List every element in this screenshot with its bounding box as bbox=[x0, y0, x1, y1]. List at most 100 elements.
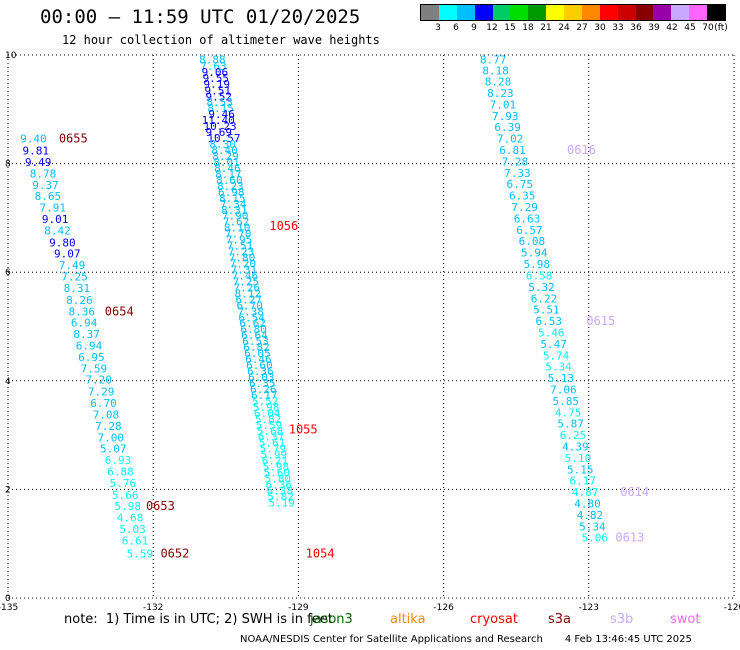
wave-height-value: 9.46 bbox=[208, 108, 235, 121]
wave-height-value: 6.05 bbox=[244, 347, 271, 360]
wave-height-value: 6.22 bbox=[531, 292, 558, 305]
color-swatch bbox=[581, 5, 600, 20]
wave-height-value: 7.33 bbox=[504, 167, 530, 180]
wave-height-value: 5.66 bbox=[112, 489, 139, 502]
color-swatch bbox=[617, 5, 636, 20]
footer: NOAA/NESDIS Center for Satellite Applica… bbox=[240, 634, 714, 645]
wave-height-value: 5.60 bbox=[264, 467, 291, 480]
wave-height-value: 10.57 bbox=[207, 132, 240, 145]
y-tick-label: 0 bbox=[5, 594, 11, 604]
wave-height-value: 7.38 bbox=[237, 305, 264, 318]
wave-height-value: 9.80 bbox=[49, 236, 76, 249]
wave-height-value: 6.64 bbox=[241, 329, 268, 342]
notes-text: note: 1) Time is in UTC; 2) SWH is in fe… bbox=[64, 612, 333, 627]
wave-height-value: 6.37 bbox=[258, 431, 285, 444]
satellite-legend-cryosat: cryosat bbox=[470, 612, 518, 627]
wave-height-value: 10.23 bbox=[204, 120, 237, 133]
wave-height-value: 8.29 bbox=[212, 150, 239, 163]
wave-height-value: 5.52 bbox=[252, 395, 279, 408]
wave-height-value: 6.57 bbox=[516, 224, 543, 237]
wave-height-value: 5.82 bbox=[255, 413, 282, 426]
wave-height-value: 7.34 bbox=[220, 198, 247, 211]
color-swatch bbox=[546, 5, 564, 20]
wave-height-value: 9.06 bbox=[202, 66, 229, 79]
wave-height-value: 4.39 bbox=[562, 441, 589, 454]
color-scale-tick-label: 36 bbox=[630, 23, 642, 33]
wave-height-value: 6.80 bbox=[240, 323, 267, 336]
color-scale-tick-label: 3 bbox=[435, 23, 441, 33]
wave-height-value: 6.03 bbox=[248, 371, 275, 384]
color-scale-labels: 3 6 9 12 15 18 21 24 27 30 33 36 39 42 45 70 (ft) bbox=[420, 21, 728, 35]
wave-height-value: 5.74 bbox=[543, 349, 570, 362]
wave-height-value: 5.15 bbox=[567, 463, 594, 476]
wave-height-value: 6.62 bbox=[239, 317, 265, 330]
wave-height-value: 8.26 bbox=[66, 294, 93, 307]
wave-height-value: 5.76 bbox=[110, 477, 137, 490]
wave-height-value: 8.88 bbox=[199, 53, 226, 66]
wave-height-value: 5.34 bbox=[579, 520, 606, 533]
wave-height-value: 5.19 bbox=[268, 496, 295, 509]
color-scale-tick-label: (ft) bbox=[714, 23, 728, 33]
wave-height-value: 5.98 bbox=[523, 258, 550, 271]
wave-height-value: 8.77 bbox=[480, 53, 507, 66]
wave-height-value: 7.63 bbox=[200, 60, 227, 73]
wave-height-value: 5.06 bbox=[582, 532, 609, 545]
wave-height-value: 7.29 bbox=[511, 201, 538, 214]
wave-height-value: 8.18 bbox=[482, 65, 509, 78]
wave-height-value: 8.37 bbox=[73, 328, 100, 341]
wave-height-value: 6.75 bbox=[507, 178, 534, 191]
wave-height-value: 6.36 bbox=[265, 479, 292, 492]
wave-height-value: 4.80 bbox=[574, 498, 601, 511]
x-tick-label: -132 bbox=[143, 603, 163, 613]
wave-height-value: 5.32 bbox=[528, 281, 555, 294]
wave-height-value: 5.10 bbox=[565, 452, 592, 465]
wave-height-value: 8.36 bbox=[69, 305, 96, 318]
wave-height-value: 7.80 bbox=[229, 252, 256, 265]
wave-height-value: 5.98 bbox=[253, 401, 279, 414]
wave-height-value: 7.95 bbox=[226, 234, 253, 247]
wave-height-value: 8.23 bbox=[217, 180, 244, 193]
wave-height-value: 8.31 bbox=[64, 282, 91, 295]
x-tick-label: -135 bbox=[0, 603, 18, 613]
color-scale-tick-label: 30 bbox=[594, 23, 606, 33]
wave-height-value: 8.17 bbox=[215, 168, 242, 181]
satellite-legend-altika: altika bbox=[390, 612, 426, 627]
wave-height-value: 7.25 bbox=[61, 271, 88, 284]
wave-height-value: 6.58 bbox=[526, 269, 553, 282]
wave-height-value: 6.08 bbox=[519, 235, 546, 248]
pass-time-label: 0655 bbox=[59, 132, 88, 146]
y-tick-label: 10 bbox=[5, 51, 17, 61]
footer-timestamp: 4 Feb 13:46:45 UTC 2025 bbox=[564, 634, 692, 645]
wave-height-value: 7.29 bbox=[88, 386, 115, 399]
wave-height-value: 5.79 bbox=[260, 443, 287, 456]
pass-time-label: 1056 bbox=[269, 219, 298, 233]
color-scale-tick-label: 21 bbox=[540, 23, 552, 33]
wave-height-value: 6.61 bbox=[122, 534, 148, 547]
wave-height-value: 5.13 bbox=[548, 372, 575, 385]
wave-height-value: 8.15 bbox=[219, 192, 246, 205]
wave-height-value: 6.94 bbox=[76, 340, 103, 353]
wave-height-value: 7.49 bbox=[59, 259, 86, 272]
color-swatch bbox=[689, 5, 707, 20]
y-tick-label: 4 bbox=[5, 377, 11, 387]
pass-time-label: 0653 bbox=[146, 499, 175, 513]
wave-height-value: 5.47 bbox=[540, 338, 567, 351]
wave-height-value: 6.25 bbox=[560, 429, 587, 442]
wave-height-value: 6.17 bbox=[251, 389, 278, 402]
pass-time-label: 0615 bbox=[586, 314, 615, 328]
wave-height-value: 9.69 bbox=[205, 126, 232, 139]
wave-height-value: 6.70 bbox=[236, 299, 263, 312]
wave-height-value: 8.12 bbox=[235, 287, 262, 300]
y-tick-label: 2 bbox=[5, 485, 11, 495]
wave-height-value: 11.40 bbox=[202, 114, 235, 127]
wave-height-value: 8.15 bbox=[207, 102, 234, 115]
pass-time-label: 0616 bbox=[567, 143, 596, 157]
wave-height-value: 7.01 bbox=[490, 98, 516, 111]
wave-height-value: 6.17 bbox=[569, 475, 596, 488]
pass-time-label: 0614 bbox=[620, 485, 649, 499]
color-scale-tick-label: 18 bbox=[522, 23, 534, 33]
wave-height-value: 7.90 bbox=[222, 210, 249, 223]
wave-height-value: 8.28 bbox=[485, 76, 512, 89]
wave-height-value: 8.78 bbox=[30, 167, 56, 180]
pass-time-label: 0613 bbox=[615, 531, 644, 545]
